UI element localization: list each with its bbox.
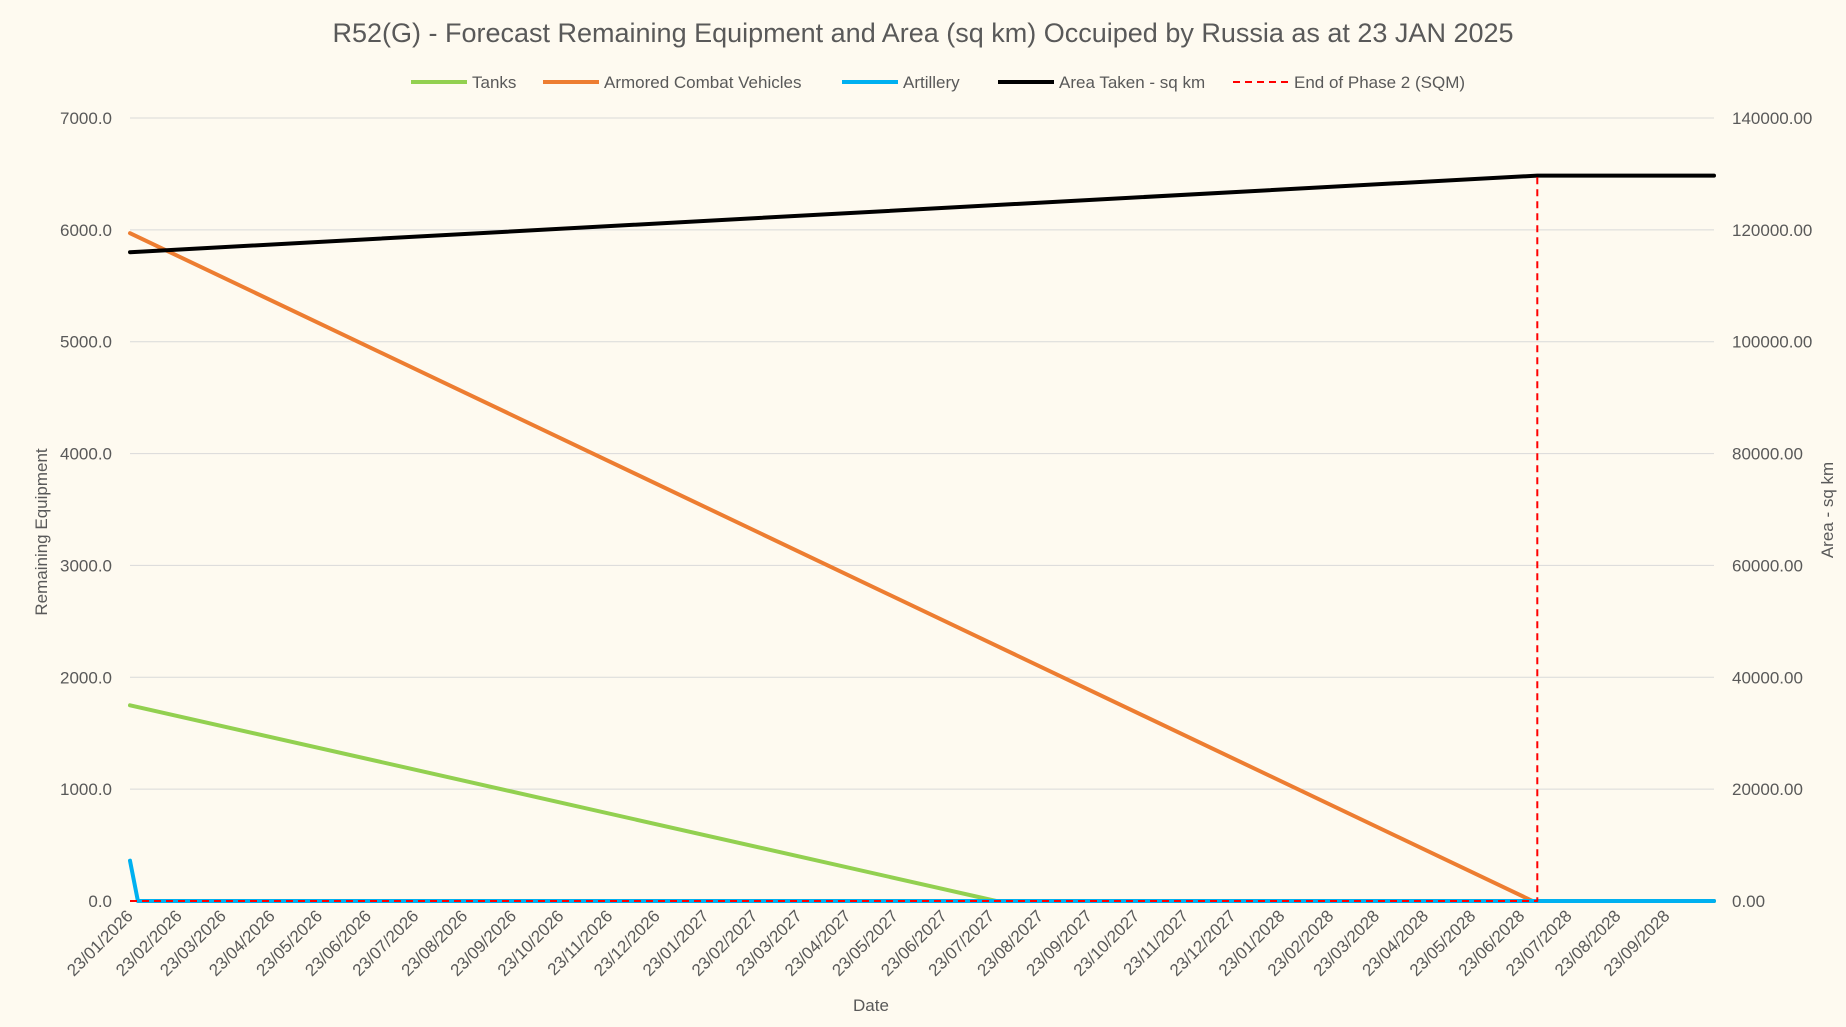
legend-item: Armored Combat Vehicles [543, 73, 801, 92]
series-lines [128, 173, 1716, 903]
legend-label: Area Taken - sq km [1059, 73, 1205, 92]
y-tick-label: 5000.0 [60, 333, 112, 352]
y-axis-label: Remaining Equipment [32, 448, 51, 616]
y-tick-label: 3000.0 [60, 556, 112, 575]
legend-label: Tanks [472, 73, 516, 92]
y-tick-label: 6000.0 [60, 221, 112, 240]
y-axis-left: 0.0 1000.0 2000.0 3000.0 4000.0 5000.0 6000.0 7… [60, 109, 112, 911]
legend: Tanks Armored Combat Vehicles Artillery Are… [411, 73, 1465, 92]
y-tick-label: 7000.0 [60, 109, 112, 128]
y2-axis-label: Area - sq km [1818, 462, 1837, 558]
legend-label: Armored Combat Vehicles [604, 73, 801, 92]
y2-tick-label: 0.00 [1732, 892, 1765, 911]
gridlines [130, 117, 1714, 902]
y2-tick-label: 140000.00 [1732, 109, 1812, 128]
series-line-end-of-phase-2-sqm [130, 175, 1539, 902]
legend-item: Artillery [842, 73, 960, 92]
legend-label: End of Phase 2 (SQM) [1294, 73, 1465, 92]
y-tick-label: 0.0 [88, 892, 112, 911]
y2-tick-label: 100000.00 [1732, 333, 1812, 352]
y-tick-label: 1000.0 [60, 780, 112, 799]
legend-label: Artillery [903, 73, 960, 92]
x-axis: 23/01/202623/02/202623/03/202623/04/2026… [63, 906, 1673, 980]
y2-tick-label: 80000.00 [1732, 445, 1803, 464]
y2-tick-label: 20000.00 [1732, 780, 1803, 799]
series-line-area-taken-sq-km [128, 173, 1716, 255]
legend-item: Area Taken - sq km [998, 73, 1205, 92]
legend-item: End of Phase 2 (SQM) [1233, 73, 1465, 92]
y2-tick-label: 60000.00 [1732, 556, 1803, 575]
series-line-armored-combat-vehicles [128, 231, 1716, 903]
series-line-tanks [128, 703, 1716, 903]
y-axis-right: 0.00 20000.00 40000.00 60000.00 80000.00 1000… [1732, 109, 1812, 911]
x-axis-label: Date [853, 996, 889, 1015]
y2-tick-label: 40000.00 [1732, 668, 1803, 687]
series-line-artillery [128, 858, 1716, 903]
y-tick-label: 2000.0 [60, 668, 112, 687]
y-tick-label: 4000.0 [60, 445, 112, 464]
y2-tick-label: 120000.00 [1732, 221, 1812, 240]
chart-title: R52(G) - Forecast Remaining Equipment an… [332, 18, 1513, 48]
legend-item: Tanks [411, 73, 516, 92]
